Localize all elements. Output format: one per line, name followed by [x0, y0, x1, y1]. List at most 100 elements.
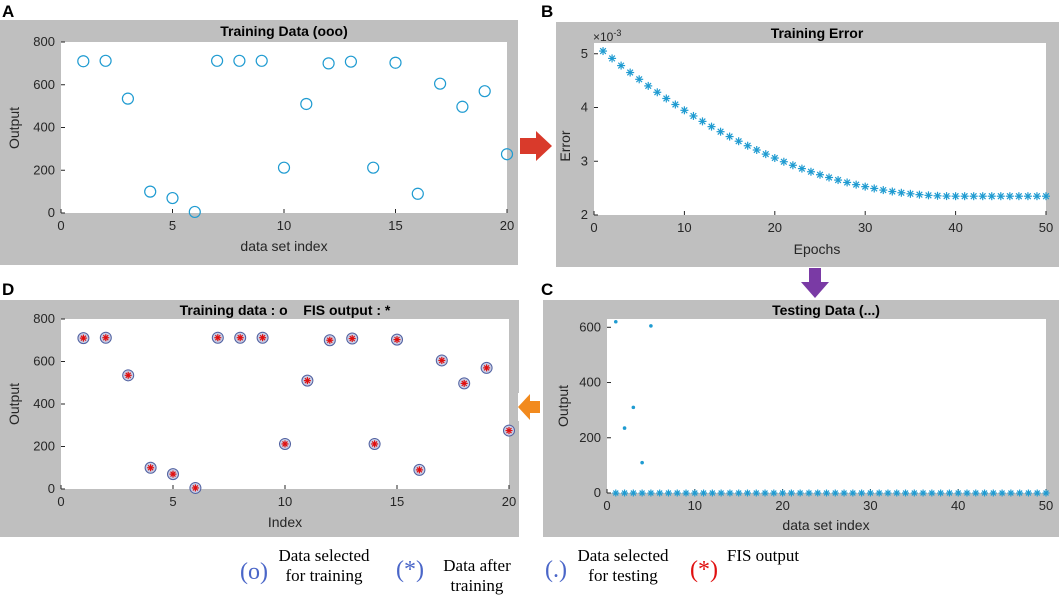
after-training-point: [638, 489, 646, 497]
training-data-point: [411, 187, 424, 200]
panel-b-exponent: ×10-3: [593, 28, 621, 44]
panel-d-ylabel: Output: [6, 383, 22, 425]
error-point: [644, 81, 653, 90]
panel-c-letter: C: [541, 280, 553, 299]
error-point: [653, 88, 662, 97]
fis-output-point: [303, 377, 311, 385]
after-training-point: [998, 489, 1006, 497]
x-tick-label: 20: [775, 498, 789, 513]
training-data-point: [277, 161, 291, 174]
x-tick-label: 15: [390, 494, 404, 509]
training-data-point: [344, 55, 357, 68]
legend-fis-symbol: (*): [690, 557, 718, 583]
after-training-point: [963, 489, 971, 497]
figure: A B C D Training Data (ooo) data set ind…: [0, 2, 1059, 537]
panel-b: Training Error Epochs Error ×10-3 0 10 20 3…: [557, 25, 1053, 257]
y-tick-label: 600: [33, 354, 55, 369]
after-training-point: [1024, 489, 1032, 497]
error-point: [996, 192, 1005, 201]
error-point: [599, 47, 608, 56]
panel-c-axes: 0 10 20 30 40 50 0 200 400 600: [579, 319, 1053, 513]
error-point: [933, 191, 942, 200]
error-point: [743, 141, 752, 150]
training-data-point: [434, 77, 447, 90]
after-training-point: [796, 489, 804, 497]
training-data-point: [478, 85, 491, 98]
after-training-point: [981, 489, 989, 497]
x-tick-label: 20: [768, 220, 782, 235]
legend-fis-text: FIS output: [726, 546, 800, 565]
y-tick-label: 800: [33, 311, 55, 326]
fis-output-point: [281, 440, 289, 448]
fis-output-point: [505, 427, 513, 435]
after-training-point: [866, 489, 874, 497]
x-tick-label: 50: [1039, 220, 1053, 235]
y-tick-label: 0: [48, 481, 55, 496]
error-point: [861, 182, 870, 191]
y-tick-label: 4: [581, 100, 588, 115]
x-tick-label: 20: [502, 494, 516, 509]
panel-d-xlabel: Index: [268, 514, 302, 530]
error-point: [788, 161, 797, 170]
after-training-point: [945, 489, 953, 497]
error-point: [879, 186, 888, 195]
testing-data-point: [631, 405, 636, 410]
after-training-point: [1042, 489, 1050, 497]
error-point: [617, 61, 626, 70]
y-tick-label: 3: [581, 153, 588, 168]
fis-output-point: [415, 466, 423, 474]
y-tick-label: 600: [33, 77, 55, 92]
fis-output-point: [348, 335, 356, 343]
error-point: [1042, 192, 1050, 201]
training-data-point: [121, 92, 135, 105]
error-point: [843, 178, 852, 187]
error-point: [870, 184, 879, 193]
error-point: [888, 187, 897, 196]
error-point: [671, 100, 680, 109]
panel-a-plot-area: [61, 42, 507, 213]
y-tick-label: 800: [33, 34, 55, 49]
error-point: [635, 75, 644, 84]
testing-data-point: [622, 426, 627, 430]
after-training-point: [840, 489, 848, 497]
error-point: [960, 192, 969, 201]
after-training-point: [858, 489, 866, 497]
panel-a-letter: A: [2, 2, 14, 21]
fis-output-point: [460, 379, 468, 387]
training-data-point: [255, 54, 268, 67]
after-training-point: [735, 489, 743, 497]
training-data-point: [500, 148, 514, 161]
after-training-point: [664, 489, 672, 497]
x-tick-label: 0: [57, 494, 64, 509]
panel-c-ylabel: Output: [555, 385, 571, 427]
error-point: [897, 188, 906, 197]
after-training-point: [989, 489, 997, 497]
x-tick-label: 20: [500, 218, 514, 233]
error-point: [680, 106, 689, 115]
after-training-point: [743, 489, 751, 497]
panel-d-markers: [77, 331, 515, 494]
error-point: [1023, 192, 1032, 201]
error-point: [761, 150, 770, 159]
fis-output-point: [191, 484, 199, 492]
fis-output-point: [393, 336, 401, 344]
training-data-point: [322, 57, 335, 70]
panel-b-title: Training Error: [771, 25, 864, 41]
training-data-point: [188, 205, 201, 219]
after-training-point: [770, 489, 778, 497]
after-training-point: [682, 489, 690, 497]
x-tick-label: 0: [590, 220, 597, 235]
panel-a-xlabel: data set index: [240, 238, 327, 254]
error-point: [951, 192, 960, 201]
legend-testing-symbol: (.): [545, 557, 567, 583]
y-tick-label: 400: [33, 396, 55, 411]
after-training-point: [823, 489, 830, 497]
panel-b-ylabel: Error: [557, 130, 573, 161]
y-tick-label: 200: [579, 430, 601, 445]
after-training-point: [779, 489, 787, 497]
x-tick-label: 10: [278, 494, 292, 509]
y-tick-label: 0: [594, 485, 601, 500]
training-data-point: [300, 97, 313, 111]
error-point: [806, 167, 815, 176]
after-training-point: [761, 489, 769, 497]
